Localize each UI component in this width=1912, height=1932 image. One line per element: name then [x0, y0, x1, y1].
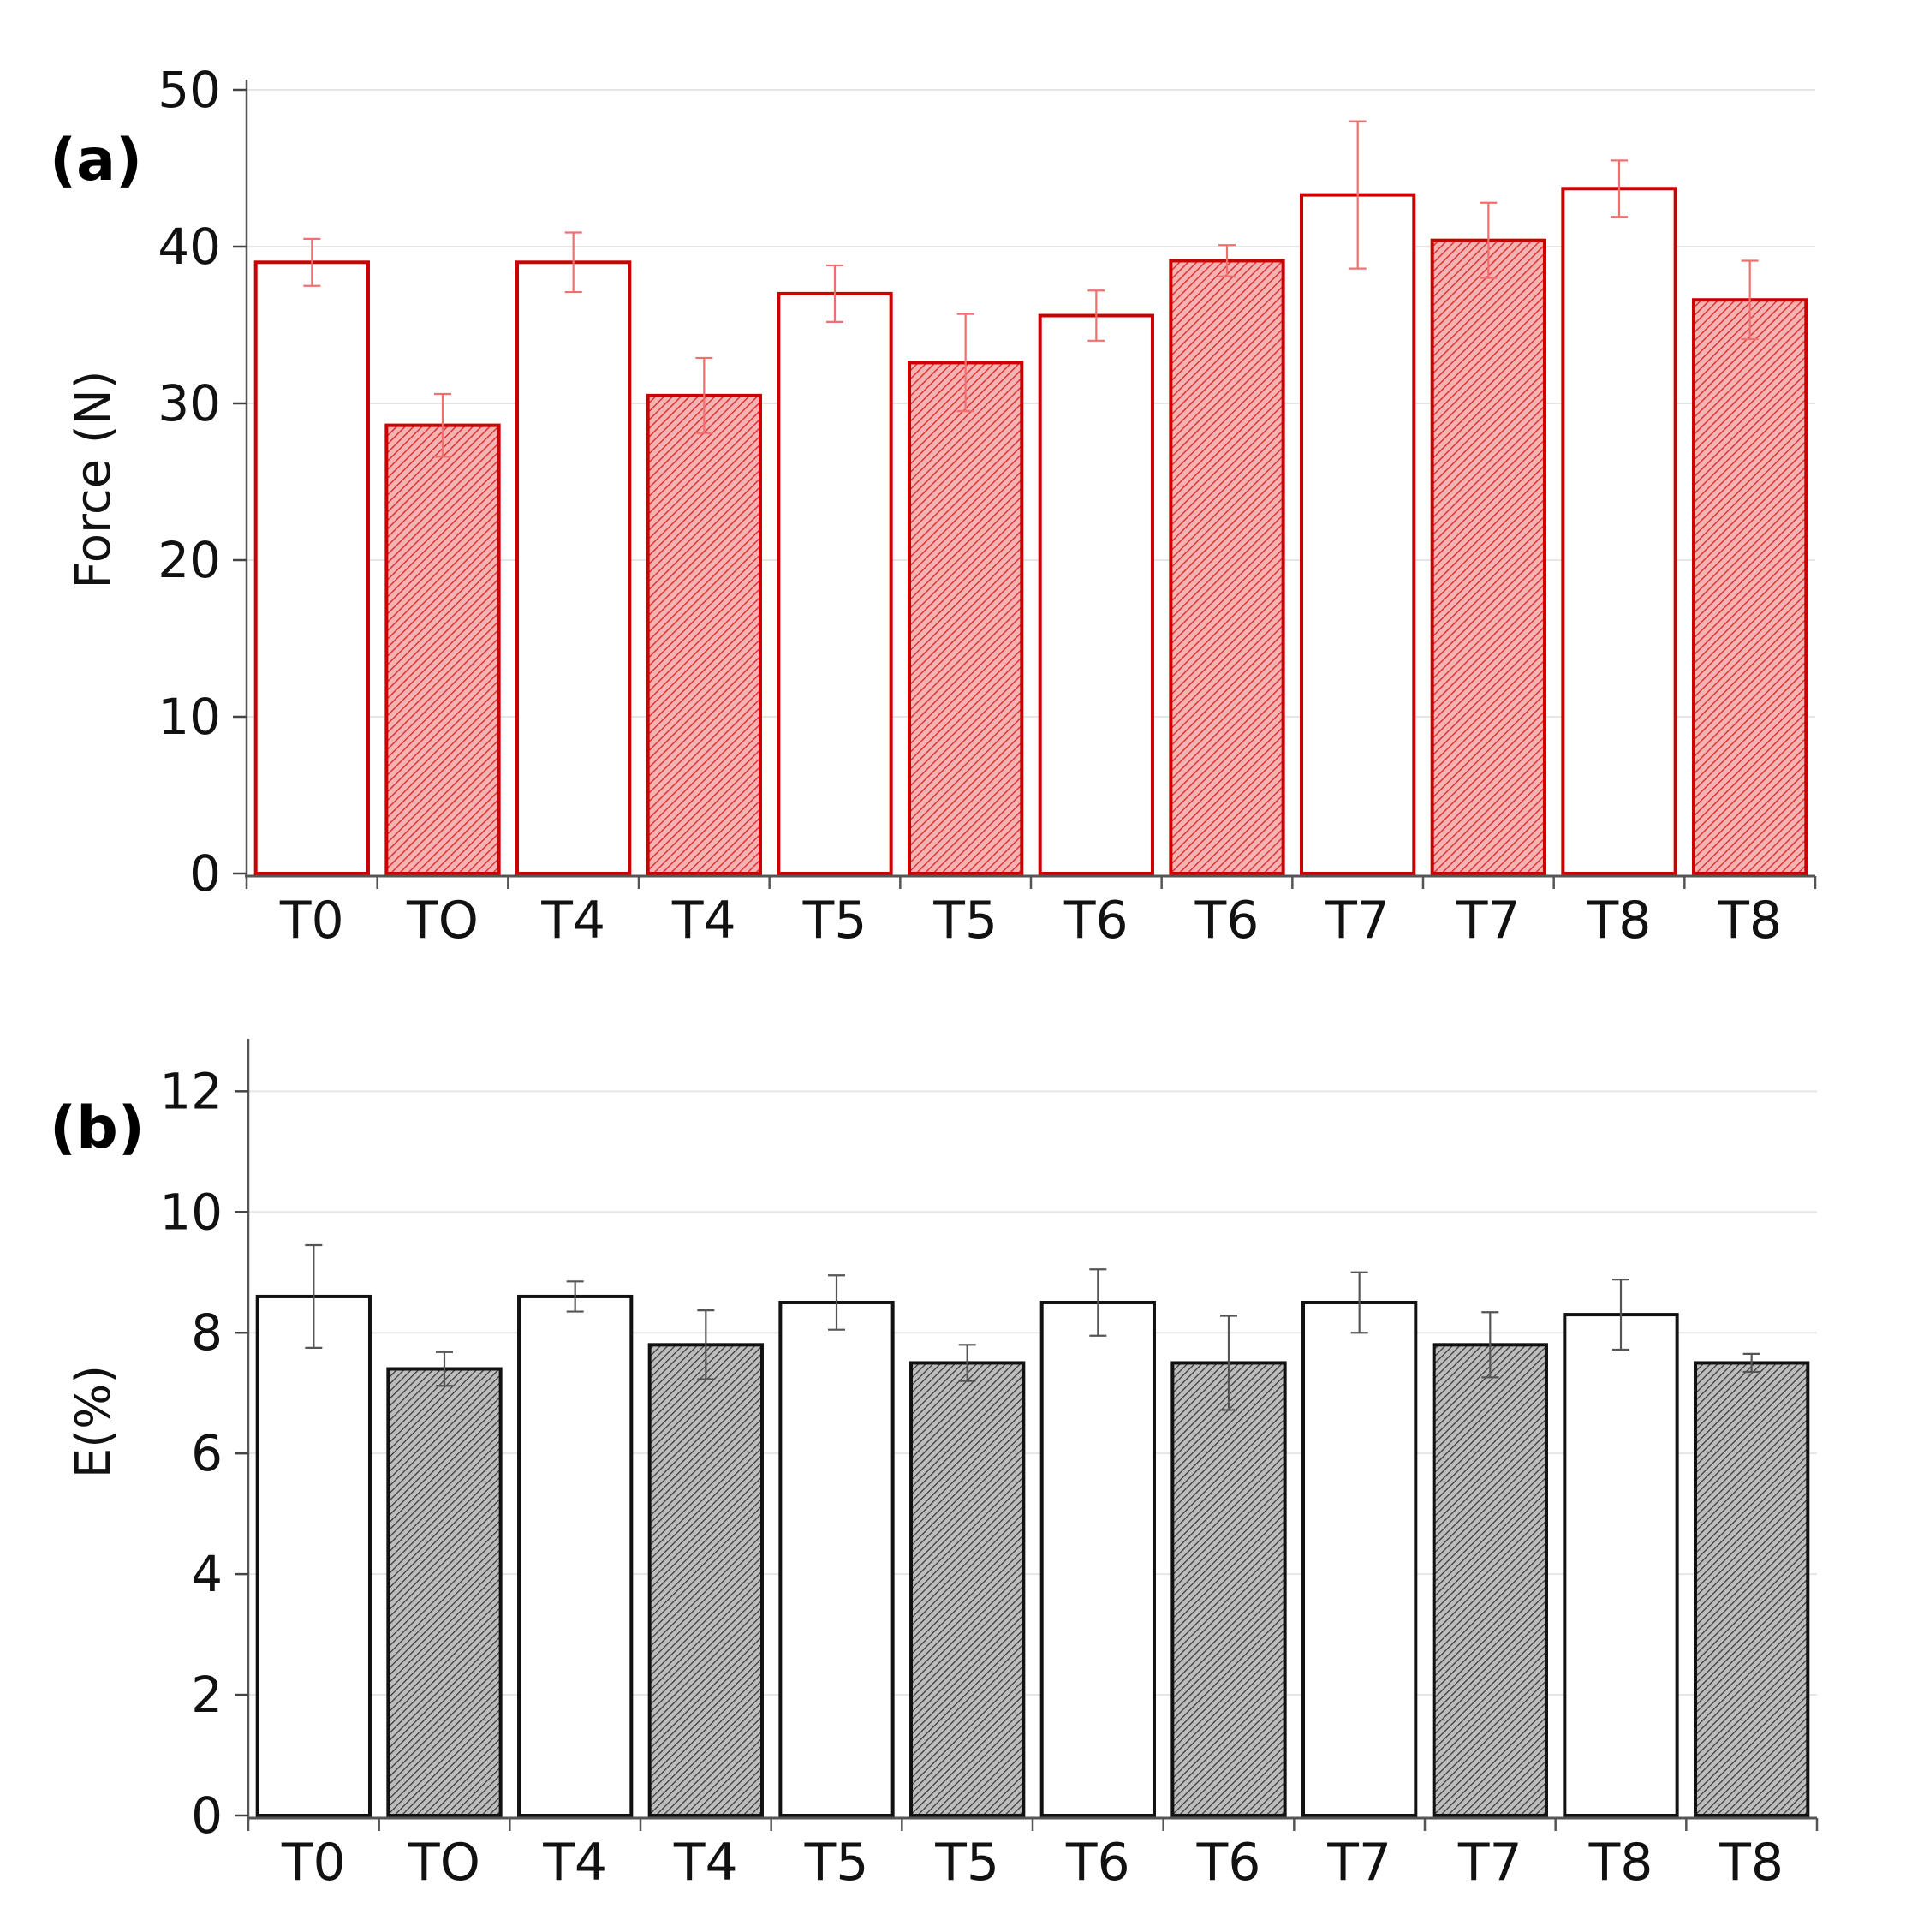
panel-b-y-tick-label: 0 — [191, 1786, 223, 1845]
panel-a-bar-12 — [1692, 298, 1808, 876]
panel-a-label: (a) — [50, 127, 142, 194]
panel-a-x-tick-label: T6 — [1194, 891, 1260, 951]
panel-b-y-tick-label: 10 — [159, 1183, 223, 1241]
panel-b-x-tick-label: T6 — [1196, 1833, 1261, 1893]
panel-b-bar-2 — [386, 1367, 503, 1817]
panel-a-bar-9 — [1300, 193, 1416, 876]
panel-a-bar-1 — [253, 260, 370, 875]
panel-b-x-tick-label: T0 — [281, 1833, 346, 1893]
panel-a-bars — [253, 187, 1808, 876]
panel-a-x-tick-label: T7 — [1325, 891, 1390, 951]
panel-b-y-tick-label: 8 — [191, 1303, 223, 1362]
panel-b-bar-8 — [1170, 1361, 1287, 1817]
panel-b-bar-4 — [647, 1343, 764, 1817]
panel-a-bar-4 — [646, 393, 762, 876]
panel-b-bar-12 — [1694, 1361, 1810, 1817]
panel-a-bar-11 — [1561, 187, 1677, 876]
panel-b-bar-5 — [778, 1300, 895, 1817]
panel-a-y-tick-label: 0 — [189, 844, 221, 903]
panel-a-bar-2 — [384, 423, 501, 875]
panel-b-x-tick-label: T5 — [804, 1833, 869, 1893]
panel-b-x-tick-label: TO — [408, 1833, 480, 1893]
panel-b-x-tick-label: T4 — [542, 1833, 607, 1893]
panel-a-y-axis-title: Force (N) — [66, 371, 122, 589]
panel-b-bar-1 — [255, 1294, 372, 1817]
panel-b-x-tick-labels: T0 TO T4 T4 T5 T5 T6 T6 T7 T7 T8 T8 — [281, 1833, 1784, 1893]
panel-a-y-tick-label: 50 — [158, 61, 221, 119]
panel-a-x-tick-label: T5 — [802, 891, 867, 951]
panel-b-y-tick-label: 12 — [159, 1062, 223, 1120]
panel-a-bar-6 — [908, 361, 1024, 876]
panel-a-bar-3 — [515, 260, 632, 875]
panel-b-axes — [247, 1039, 1819, 1831]
panel-a-x-tick-label: TO — [406, 891, 479, 951]
panel-a-x-tick-label: T0 — [279, 891, 344, 951]
panel-a-x-tick-label: T6 — [1063, 891, 1129, 951]
panel-a-error-bars — [303, 120, 1759, 458]
panel-b-x-tick-label: T8 — [1718, 1833, 1784, 1893]
panel-b-x-tick-label: T7 — [1326, 1833, 1391, 1893]
panel-b-x-tick-label: T4 — [673, 1833, 738, 1893]
panel-b-bar-7 — [1039, 1300, 1156, 1817]
panel-a-bar-8 — [1169, 259, 1285, 876]
panel-b-bars — [255, 1294, 1810, 1817]
panel-a-y-tick-label: 20 — [158, 531, 221, 589]
panel-a-x-tick-label: T7 — [1456, 891, 1521, 951]
panel-a-y-tick-label: 40 — [158, 218, 221, 276]
panel-b-gridlines — [248, 1090, 1817, 1696]
panel-b-error-bars — [305, 1243, 1760, 1411]
panel-a-x-tick-label: T8 — [1717, 891, 1782, 951]
panel-b-y-tick-label: 2 — [191, 1666, 223, 1724]
panel-b-y-tick-label: 6 — [191, 1424, 223, 1482]
panel-a-gridlines — [247, 89, 1815, 718]
panel-b-bar-3 — [517, 1294, 634, 1817]
panel-b-bar-6 — [909, 1361, 1026, 1817]
panel-b-y-ticks: 0 2 4 6 8 10 12 — [159, 1062, 248, 1845]
panel-a-y-ticks: 0 10 20 30 40 50 — [158, 61, 247, 903]
panel-b-y-axis-title: E(%) — [66, 1365, 122, 1478]
panel-b-label: (b) — [50, 1094, 145, 1162]
panel-a-x-tick-label: T8 — [1587, 891, 1652, 951]
panel-a-x-tick-label: T4 — [540, 891, 605, 951]
panel-a-bar-10 — [1430, 238, 1546, 875]
panel-a-x-tick-label: T4 — [671, 891, 736, 951]
panel-b-x-tick-label: T8 — [1588, 1833, 1653, 1893]
panel-a-x-tick-labels: T0 TO T4 T4 T5 T5 T6 T6 T7 T7 T8 T8 — [279, 891, 1782, 951]
panel-a-bar-7 — [1038, 313, 1154, 875]
panel-a-y-tick-label: 30 — [158, 374, 221, 432]
panel-a-y-tick-label: 10 — [158, 688, 221, 746]
panel-a-axes — [245, 80, 1817, 889]
panel-b-bar-10 — [1432, 1343, 1548, 1817]
panel-a-bar-5 — [777, 291, 893, 875]
panel-b-bar-11 — [1563, 1313, 1679, 1817]
panel-b-y-tick-label: 4 — [191, 1545, 223, 1603]
panel-b-x-tick-label: T7 — [1457, 1833, 1522, 1893]
panel-b-x-tick-label: T6 — [1065, 1833, 1130, 1893]
panel-b-bar-9 — [1301, 1300, 1418, 1817]
panel-b-x-tick-label: T5 — [934, 1833, 999, 1893]
panel-a-x-tick-label: T5 — [932, 891, 998, 951]
panel-a-force-chart: (a) Force (N) 0 10 20 30 40 50 T0 TO T4 T4 T5 T5 T6… — [50, 61, 1817, 951]
